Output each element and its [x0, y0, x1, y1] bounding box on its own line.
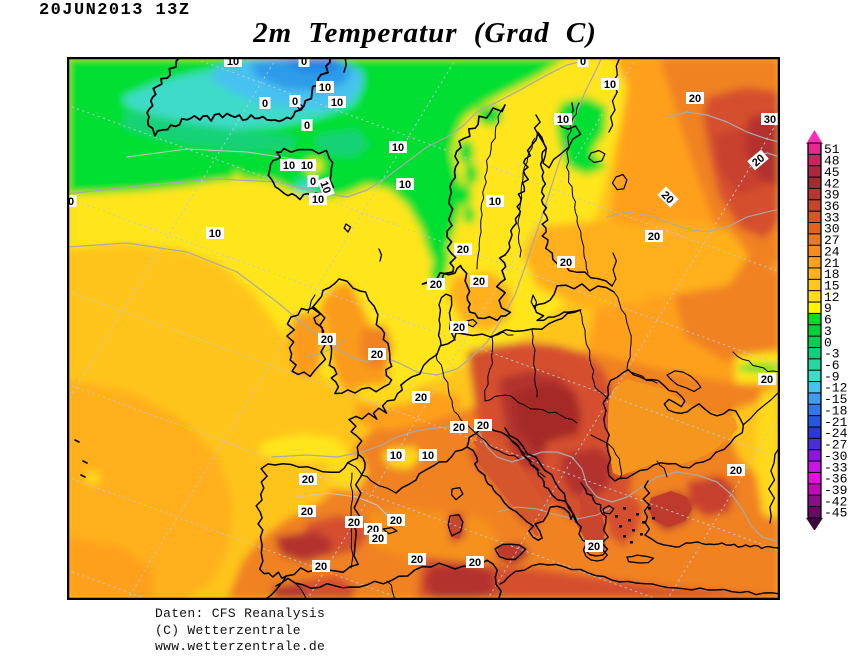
svg-text:36: 36	[824, 199, 840, 214]
svg-text:20: 20	[321, 334, 333, 346]
svg-text:20: 20	[415, 392, 427, 404]
svg-text:20: 20	[477, 420, 489, 432]
svg-text:20: 20	[372, 533, 384, 545]
svg-text:30: 30	[824, 222, 840, 237]
svg-text:10: 10	[319, 82, 331, 94]
svg-text:10: 10	[392, 142, 404, 154]
svg-text:20: 20	[453, 422, 465, 434]
svg-text:20: 20	[457, 244, 469, 256]
svg-text:10: 10	[317, 180, 332, 196]
svg-text:-30: -30	[824, 449, 847, 464]
svg-text:20: 20	[730, 465, 742, 477]
svg-text:20: 20	[453, 322, 465, 334]
svg-text:6: 6	[824, 313, 832, 328]
svg-text:10: 10	[604, 79, 616, 91]
svg-text:20: 20	[315, 561, 327, 573]
svg-text:20: 20	[301, 506, 313, 518]
svg-text:0: 0	[301, 57, 307, 68]
svg-text:-39: -39	[824, 483, 847, 498]
svg-text:0: 0	[824, 335, 832, 350]
svg-text:20: 20	[390, 515, 402, 527]
svg-text:39: 39	[824, 188, 840, 203]
svg-text:27: 27	[824, 233, 840, 248]
svg-text:10: 10	[390, 450, 402, 462]
svg-text:10: 10	[301, 160, 313, 172]
svg-text:45: 45	[824, 165, 840, 180]
svg-text:-27: -27	[824, 438, 847, 453]
svg-text:-33: -33	[824, 460, 847, 475]
svg-text:-15: -15	[824, 392, 847, 407]
svg-text:24: 24	[824, 244, 840, 259]
svg-text:-24: -24	[824, 426, 848, 441]
svg-text:0: 0	[68, 196, 74, 208]
svg-text:-42: -42	[824, 494, 847, 509]
svg-text:10: 10	[422, 450, 434, 462]
svg-text:20: 20	[371, 349, 383, 361]
svg-text:12: 12	[824, 290, 840, 305]
svg-text:10: 10	[283, 160, 295, 172]
svg-text:51: 51	[824, 142, 840, 157]
svg-text:-9: -9	[824, 369, 840, 384]
svg-text:20: 20	[689, 93, 701, 105]
svg-text:33: 33	[824, 210, 840, 225]
svg-text:10: 10	[331, 97, 343, 109]
svg-text:20: 20	[560, 257, 572, 269]
svg-text:18: 18	[824, 267, 840, 282]
svg-text:10: 10	[227, 57, 239, 68]
svg-text:21: 21	[824, 256, 840, 271]
svg-text:10: 10	[399, 179, 411, 191]
svg-text:-45: -45	[824, 506, 847, 521]
svg-text:0: 0	[262, 98, 268, 110]
svg-text:20: 20	[469, 557, 481, 569]
svg-text:-12: -12	[824, 381, 847, 396]
svg-text:20: 20	[348, 517, 360, 529]
svg-text:10: 10	[209, 228, 221, 240]
svg-text:30: 30	[764, 114, 776, 126]
svg-text:3: 3	[824, 324, 832, 339]
svg-text:9: 9	[824, 301, 832, 316]
svg-text:-36: -36	[824, 472, 847, 487]
svg-text:-6: -6	[824, 358, 840, 373]
svg-text:0: 0	[304, 120, 310, 132]
svg-text:-3: -3	[824, 347, 840, 362]
svg-text:15: 15	[824, 279, 840, 294]
svg-text:20: 20	[648, 231, 660, 243]
svg-text:48: 48	[824, 154, 840, 169]
svg-text:20: 20	[411, 554, 423, 566]
svg-text:-18: -18	[824, 403, 847, 418]
svg-text:20: 20	[588, 541, 600, 553]
svg-text:20: 20	[473, 276, 485, 288]
svg-text:0: 0	[580, 57, 586, 68]
svg-text:20: 20	[302, 474, 314, 486]
svg-text:10: 10	[489, 196, 501, 208]
svg-text:20: 20	[430, 279, 442, 291]
svg-text:10: 10	[557, 114, 569, 126]
svg-text:20: 20	[761, 374, 773, 386]
svg-text:0: 0	[310, 176, 316, 188]
svg-text:-21: -21	[824, 415, 848, 430]
svg-text:0: 0	[292, 96, 298, 108]
svg-text:42: 42	[824, 176, 840, 191]
svg-text:10: 10	[312, 194, 324, 206]
